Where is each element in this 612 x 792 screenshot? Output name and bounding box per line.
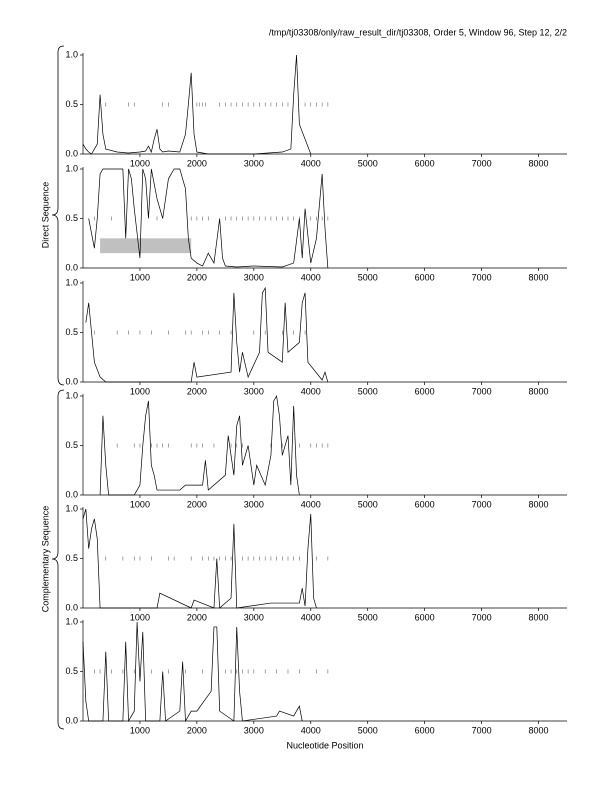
x-axis-label: Nucleotide Position: [286, 740, 363, 750]
line-series: [88, 168, 329, 269]
x-tick-label: 8000: [529, 272, 549, 282]
x-tick-label: 2000: [187, 386, 207, 396]
x-tick-label: 2000: [187, 499, 207, 509]
x-tick-label: 2000: [187, 725, 207, 735]
y-tick-label: 0.0: [65, 715, 78, 725]
x-tick-label: 6000: [415, 612, 435, 622]
line-series: [85, 286, 329, 383]
y-tick-label: 1.0: [65, 163, 78, 173]
y-tick-label: 0.0: [65, 262, 78, 272]
x-tick-label: 1000: [130, 725, 150, 735]
group-label: Complementary Sequence: [40, 506, 50, 613]
x-tick-label: 7000: [472, 272, 492, 282]
x-tick-label: 5000: [358, 272, 378, 282]
x-tick-label: 1000: [130, 272, 150, 282]
x-tick-label: 3000: [244, 612, 264, 622]
x-tick-label: 7000: [472, 386, 492, 396]
x-tick-label: 4000: [301, 725, 321, 735]
y-tick-label: 1.0: [65, 49, 78, 59]
x-tick-label: 8000: [529, 158, 549, 168]
x-tick-label: 5000: [358, 158, 378, 168]
x-tick-label: 3000: [244, 158, 264, 168]
x-tick-label: 1000: [130, 158, 150, 168]
y-tick-label: 1.0: [65, 277, 78, 287]
x-tick-label: 1000: [130, 386, 150, 396]
x-tick-label: 2000: [187, 272, 207, 282]
x-tick-label: 3000: [244, 272, 264, 282]
line-series: [99, 394, 300, 496]
group-label: Direct Sequence: [40, 182, 50, 249]
line-series: [82, 54, 312, 155]
x-tick-label: 4000: [301, 272, 321, 282]
x-tick-label: 2000: [187, 612, 207, 622]
x-tick-label: 4000: [301, 386, 321, 396]
x-tick-label: 8000: [529, 725, 549, 735]
x-tick-label: 4000: [301, 612, 321, 622]
y-tick-label: 1.0: [65, 616, 78, 626]
y-tick-label: 0.0: [65, 148, 78, 158]
x-tick-label: 1000: [130, 612, 150, 622]
x-tick-label: 5000: [358, 612, 378, 622]
y-tick-label: 0.5: [65, 553, 78, 563]
x-tick-label: 5000: [358, 499, 378, 509]
x-tick-label: 6000: [415, 386, 435, 396]
x-tick-label: 2000: [187, 158, 207, 168]
y-tick-label: 1.0: [65, 503, 78, 513]
x-tick-label: 5000: [358, 386, 378, 396]
x-tick-label: 6000: [415, 725, 435, 735]
x-tick-label: 1000: [130, 499, 150, 509]
x-tick-label: 4000: [301, 158, 321, 168]
y-tick-label: 0.5: [65, 213, 78, 223]
y-tick-label: 0.5: [65, 99, 78, 109]
x-tick-label: 7000: [472, 158, 492, 168]
x-tick-label: 8000: [529, 612, 549, 622]
highlight-region: [100, 238, 192, 254]
y-tick-label: 0.0: [65, 489, 78, 499]
y-tick-label: 0.5: [65, 327, 78, 337]
x-tick-label: 7000: [472, 725, 492, 735]
x-tick-label: 3000: [244, 725, 264, 735]
chart-title: /tmp/tj03308/only/raw_result_dir/tj03308…: [269, 27, 567, 37]
x-tick-label: 5000: [358, 725, 378, 735]
x-tick-label: 6000: [415, 158, 435, 168]
y-tick-label: 0.0: [65, 376, 78, 386]
x-tick-label: 3000: [244, 499, 264, 509]
x-tick-label: 7000: [472, 612, 492, 622]
group-brace: [51, 45, 65, 386]
group-brace: [51, 389, 65, 730]
x-tick-label: 6000: [415, 272, 435, 282]
x-tick-label: 6000: [415, 499, 435, 509]
y-tick-label: 0.5: [65, 440, 78, 450]
x-tick-label: 7000: [472, 499, 492, 509]
y-tick-label: 0.0: [65, 602, 78, 612]
x-tick-label: 8000: [529, 386, 549, 396]
y-tick-label: 0.5: [65, 666, 78, 676]
x-tick-label: 4000: [301, 499, 321, 509]
x-tick-label: 3000: [244, 386, 264, 396]
y-tick-label: 1.0: [65, 390, 78, 400]
line-series: [82, 508, 317, 609]
x-tick-label: 8000: [529, 499, 549, 509]
line-series: [82, 621, 303, 723]
